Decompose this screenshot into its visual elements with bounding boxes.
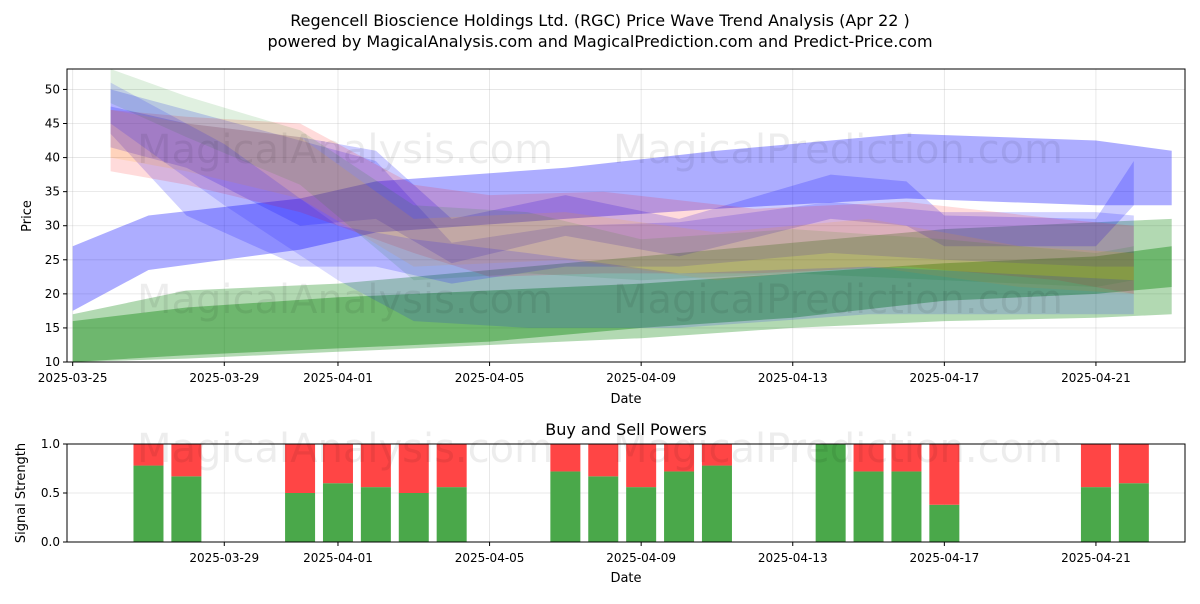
price-x-tick-label: 2025-04-17 [909,371,979,385]
signal-bars [133,444,1149,542]
watermark-prediction-mid: MagicalPrediction.com [613,277,1063,323]
price-wave-band-1 [72,133,1172,311]
price-wave-band-5 [110,89,1134,284]
signal-y-axis-label: Signal Strength [14,443,29,543]
price-panel: MagicalAnalysis.com MagicalPrediction.co… [20,68,1186,407]
watermark-analysis-bottom: MagicalAnalysis.com [137,426,553,472]
price-wave-band-4 [110,106,1134,264]
price-y-tick-label: 25 [45,253,60,267]
signal-x-ticks: 2025-03-29 2025-04-01 2025-04-05 2025-04-09… [189,542,1131,565]
buy-power-bar [398,493,429,542]
sell-power-bar [1080,444,1111,488]
buy-power-bar [285,493,316,542]
watermark-analysis-top: MagicalAnalysis.com [137,127,553,173]
price-y-tick-label: 45 [45,117,60,131]
signal-panel: Buy and Sell Powers MagicalAnalysis.com … [14,420,1186,586]
price-x-tick-label: 2025-04-01 [303,371,373,385]
signal-y-tick-label: 0.5 [41,486,60,500]
sell-power-bar [891,444,922,472]
chart-title-line-2: powered by MagicalAnalysis.com and Magic… [267,32,932,51]
buy-power-bar [853,471,884,542]
buy-power-bar [891,471,922,542]
price-x-ticks: 2025-03-25 2025-03-29 2025-04-01 2025-04-05… [38,362,1131,385]
signal-x-tick-label: 2025-03-29 [189,551,259,565]
buy-power-bar [550,471,581,542]
buy-power-bar [1118,483,1149,542]
signal-panel-title: Buy and Sell Powers [545,420,707,439]
sell-power-bar [1118,444,1149,484]
price-wave-band-7 [110,69,1134,287]
price-y-tick-label: 10 [45,355,60,369]
buy-power-bar [436,487,467,542]
price-x-tick-label: 2025-04-05 [455,371,525,385]
signal-y-tick-label: 1.0 [41,437,60,451]
price-y-tick-label: 35 [45,185,60,199]
price-x-tick-label: 2025-04-13 [758,371,828,385]
signal-x-tick-label: 2025-04-13 [758,551,828,565]
price-x-tick-label: 2025-03-25 [38,371,108,385]
sell-power-bar [929,444,960,505]
sell-power-bar [550,444,581,472]
price-wave-band-2 [72,218,1172,362]
buy-power-bar [626,487,657,542]
watermark-analysis-mid: MagicalAnalysis.com [137,277,553,323]
price-wave-band-6 [110,109,1134,294]
price-y-tick-label: 50 [45,82,60,96]
signal-x-tick-label: 2025-04-17 [909,551,979,565]
sell-power-bar [322,444,353,484]
price-x-tick-label: 2025-04-21 [1061,371,1131,385]
price-y-tick-label: 40 [45,151,60,165]
signal-x-tick-label: 2025-04-01 [303,551,373,565]
price-x-axis-label: Date [610,392,641,407]
sell-power-bar [436,444,467,488]
watermark-prediction-top: MagicalPrediction.com [613,127,1063,173]
sell-power-bar [853,444,884,472]
signal-x-axis-label: Date [610,571,641,586]
price-x-tick-label: 2025-04-09 [606,371,676,385]
watermark-prediction-bottom: MagicalPrediction.com [613,426,1063,472]
signal-x-tick-label: 2025-04-05 [455,551,525,565]
sell-power-bar [171,444,202,477]
sell-power-bar [626,444,657,488]
sell-power-bar [285,444,316,493]
price-wave-band-9 [110,82,1134,328]
sell-power-bar [398,444,429,493]
price-wave-band-8 [110,109,1134,294]
chart-title-line-1: Regencell Bioscience Holdings Ltd. (RGC)… [290,11,910,30]
buy-power-bar [664,471,695,542]
price-y-tick-label: 15 [45,321,60,335]
price-wave-band-3 [72,246,1172,362]
price-y-tick-label: 30 [45,219,60,233]
price-plot-frame [66,68,1186,363]
price-y-tick-label: 20 [45,287,60,301]
buy-power-bar [701,465,732,542]
price-y-axis-label: Price [20,200,35,232]
sell-power-bar [133,444,164,466]
signal-x-tick-label: 2025-04-21 [1061,551,1131,565]
sell-power-bar [664,444,695,472]
buy-power-bar [322,483,353,542]
buy-power-bar [929,504,960,542]
buy-power-bar [133,465,164,542]
buy-power-bar [815,444,846,542]
signal-y-ticks: 0.0 0.5 1.0 [41,437,67,549]
buy-power-bar [360,487,391,542]
signal-y-tick-label: 0.0 [41,535,60,549]
buy-power-bar [171,476,202,542]
price-x-tick-label: 2025-03-29 [189,371,259,385]
sell-power-bar [588,444,619,477]
price-y-ticks: 10 15 20 25 30 35 40 45 50 [45,82,67,369]
price-wave-bands [72,69,1172,362]
sell-power-bar [701,444,732,466]
signal-x-tick-label: 2025-04-09 [606,551,676,565]
sell-power-bar [360,444,391,488]
price-grid [67,69,1185,363]
buy-power-bar [1080,487,1111,542]
buy-power-bar [588,476,619,542]
